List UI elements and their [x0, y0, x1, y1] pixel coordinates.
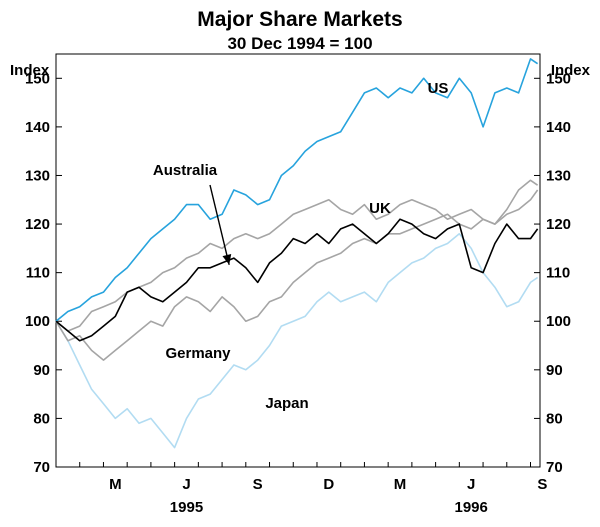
y-tick-label-left-110: 110 [26, 265, 50, 282]
y-tick-label-right-130: 130 [546, 167, 571, 184]
y-tick-label-left-120: 120 [25, 216, 50, 233]
series-label-germany: Germany [165, 345, 231, 362]
y-tick-label-left-130: 130 [25, 167, 50, 184]
x-tick-label-M: M [109, 476, 122, 493]
x-year-label-1995: 1995 [170, 499, 203, 516]
y-tick-label-left-80: 80 [33, 410, 50, 427]
y-tick-label-right-70: 70 [546, 459, 563, 476]
series-line-us [55, 58, 539, 322]
x-tick-label-S: S [537, 476, 547, 493]
y-tick-label-left-100: 100 [25, 313, 50, 330]
chart-title: Major Share Markets [197, 8, 402, 31]
chart-subtitle: 30 Dec 1994 = 100 [227, 34, 372, 53]
y-tick-label-right-80: 80 [546, 410, 563, 427]
y-tick-label-right-120: 120 [546, 216, 571, 233]
x-year-label-1996: 1996 [455, 499, 488, 516]
y-tick-label-right-150: 150 [546, 70, 571, 87]
y-axis-label-left: Index [10, 62, 50, 79]
y-tick-label-right-110: 110 [546, 265, 570, 282]
y-tick-label-left-90: 90 [33, 362, 50, 379]
x-tick-label-S: S [253, 476, 263, 493]
plot-frame [55, 53, 541, 468]
x-tick-label-M: M [394, 476, 407, 493]
series-line-australia [55, 218, 539, 342]
x-tick-label-D: D [323, 476, 334, 493]
x-tick-label-J: J [182, 476, 190, 493]
series-line-germany [55, 189, 539, 361]
y-tick-label-left-140: 140 [25, 119, 50, 136]
y-axis-label-right: Index [551, 62, 591, 79]
series-label-japan: Japan [265, 395, 308, 412]
annotation-arrow-line [209, 184, 230, 265]
series-line-japan [55, 233, 539, 449]
y-tick-label-left-70: 70 [33, 459, 50, 476]
y-tick-label-right-100: 100 [546, 313, 571, 330]
y-tick-label-right-140: 140 [546, 119, 571, 136]
y-tick-label-left-150: 150 [25, 70, 50, 87]
series-line-uk [55, 179, 539, 332]
series-label-us: US [428, 80, 449, 97]
series-label-uk: UK [369, 200, 391, 217]
x-tick-label-J: J [467, 476, 475, 493]
series-label-australia: Australia [153, 162, 218, 179]
annotation-arrow-head [222, 254, 232, 265]
y-tick-label-right-90: 90 [546, 362, 563, 379]
